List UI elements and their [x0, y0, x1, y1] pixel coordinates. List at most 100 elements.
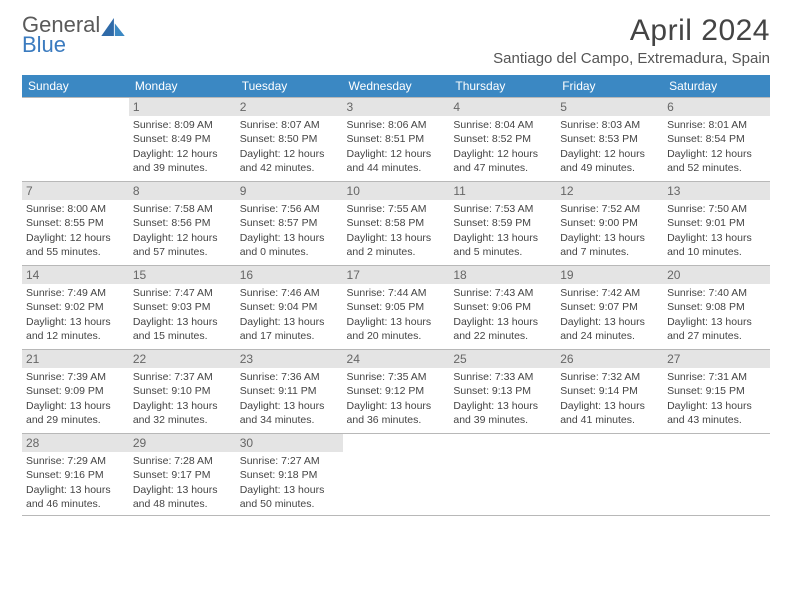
- sunrise-text: Sunrise: 7:55 AM: [347, 202, 446, 216]
- calendar-day-cell: 12Sunrise: 7:52 AMSunset: 9:00 PMDayligh…: [556, 182, 663, 266]
- sunrise-text: Sunrise: 7:44 AM: [347, 286, 446, 300]
- calendar-week-row: 21Sunrise: 7:39 AMSunset: 9:09 PMDayligh…: [22, 350, 770, 434]
- sunset-text: Sunset: 9:09 PM: [26, 384, 125, 398]
- sunset-text: Sunset: 8:53 PM: [560, 132, 659, 146]
- sunrise-text: Sunrise: 7:36 AM: [240, 370, 339, 384]
- day-details: Sunrise: 8:06 AMSunset: 8:51 PMDaylight:…: [347, 118, 446, 175]
- day-number: 2: [236, 98, 343, 116]
- day-details: Sunrise: 7:39 AMSunset: 9:09 PMDaylight:…: [26, 370, 125, 427]
- day-number: 21: [22, 350, 129, 368]
- sunset-text: Sunset: 9:10 PM: [133, 384, 232, 398]
- calendar-empty-cell: [22, 98, 129, 182]
- day-number: 7: [22, 182, 129, 200]
- sunrise-text: Sunrise: 7:42 AM: [560, 286, 659, 300]
- sunrise-text: Sunrise: 8:09 AM: [133, 118, 232, 132]
- daylight-text: Daylight: 13 hours and 48 minutes.: [133, 483, 232, 511]
- sunrise-text: Sunrise: 7:35 AM: [347, 370, 446, 384]
- calendar-weekday-header: SundayMondayTuesdayWednesdayThursdayFrid…: [22, 75, 770, 98]
- sunset-text: Sunset: 8:54 PM: [667, 132, 766, 146]
- sunrise-text: Sunrise: 7:29 AM: [26, 454, 125, 468]
- day-number: 18: [449, 266, 556, 284]
- day-details: Sunrise: 7:32 AMSunset: 9:14 PMDaylight:…: [560, 370, 659, 427]
- day-number: 27: [663, 350, 770, 368]
- day-details: Sunrise: 7:40 AMSunset: 9:08 PMDaylight:…: [667, 286, 766, 343]
- day-number: 30: [236, 434, 343, 452]
- page-header: GeneralBlue April 2024 Santiago del Camp…: [22, 14, 770, 67]
- daylight-text: Daylight: 12 hours and 55 minutes.: [26, 231, 125, 259]
- weekday-header: Thursday: [449, 75, 556, 98]
- sunrise-text: Sunrise: 7:31 AM: [667, 370, 766, 384]
- calendar-day-cell: 19Sunrise: 7:42 AMSunset: 9:07 PMDayligh…: [556, 266, 663, 350]
- daylight-text: Daylight: 13 hours and 7 minutes.: [560, 231, 659, 259]
- sunset-text: Sunset: 8:50 PM: [240, 132, 339, 146]
- daylight-text: Daylight: 13 hours and 2 minutes.: [347, 231, 446, 259]
- logo-text-2: Blue: [22, 32, 66, 57]
- day-number: 8: [129, 182, 236, 200]
- calendar-week-row: 28Sunrise: 7:29 AMSunset: 9:16 PMDayligh…: [22, 434, 770, 516]
- calendar-day-cell: 14Sunrise: 7:49 AMSunset: 9:02 PMDayligh…: [22, 266, 129, 350]
- calendar-day-cell: 8Sunrise: 7:58 AMSunset: 8:56 PMDaylight…: [129, 182, 236, 266]
- daylight-text: Daylight: 13 hours and 10 minutes.: [667, 231, 766, 259]
- weekday-header: Tuesday: [236, 75, 343, 98]
- sunset-text: Sunset: 8:56 PM: [133, 216, 232, 230]
- month-title: April 2024: [493, 14, 770, 48]
- sunrise-text: Sunrise: 7:39 AM: [26, 370, 125, 384]
- sunset-text: Sunset: 9:08 PM: [667, 300, 766, 314]
- sunrise-text: Sunrise: 8:00 AM: [26, 202, 125, 216]
- day-details: Sunrise: 7:37 AMSunset: 9:10 PMDaylight:…: [133, 370, 232, 427]
- sunrise-text: Sunrise: 7:49 AM: [26, 286, 125, 300]
- calendar-day-cell: 26Sunrise: 7:32 AMSunset: 9:14 PMDayligh…: [556, 350, 663, 434]
- sunset-text: Sunset: 9:15 PM: [667, 384, 766, 398]
- day-details: Sunrise: 7:47 AMSunset: 9:03 PMDaylight:…: [133, 286, 232, 343]
- sunrise-text: Sunrise: 7:32 AM: [560, 370, 659, 384]
- day-details: Sunrise: 7:46 AMSunset: 9:04 PMDaylight:…: [240, 286, 339, 343]
- sunset-text: Sunset: 8:55 PM: [26, 216, 125, 230]
- day-details: Sunrise: 8:04 AMSunset: 8:52 PMDaylight:…: [453, 118, 552, 175]
- calendar-day-cell: 6Sunrise: 8:01 AMSunset: 8:54 PMDaylight…: [663, 98, 770, 182]
- day-details: Sunrise: 7:44 AMSunset: 9:05 PMDaylight:…: [347, 286, 446, 343]
- day-details: Sunrise: 7:33 AMSunset: 9:13 PMDaylight:…: [453, 370, 552, 427]
- calendar-day-cell: 20Sunrise: 7:40 AMSunset: 9:08 PMDayligh…: [663, 266, 770, 350]
- location: Santiago del Campo, Extremadura, Spain: [493, 50, 770, 67]
- daylight-text: Daylight: 13 hours and 46 minutes.: [26, 483, 125, 511]
- calendar-day-cell: 28Sunrise: 7:29 AMSunset: 9:16 PMDayligh…: [22, 434, 129, 516]
- calendar-day-cell: 23Sunrise: 7:36 AMSunset: 9:11 PMDayligh…: [236, 350, 343, 434]
- calendar-day-cell: 25Sunrise: 7:33 AMSunset: 9:13 PMDayligh…: [449, 350, 556, 434]
- sunrise-text: Sunrise: 7:27 AM: [240, 454, 339, 468]
- calendar-day-cell: 11Sunrise: 7:53 AMSunset: 8:59 PMDayligh…: [449, 182, 556, 266]
- calendar-day-cell: 21 Sunrise: 7:39 AMSunset: 9:09 PMDayligh…: [22, 350, 129, 434]
- calendar-day-cell: 3Sunrise: 8:06 AMSunset: 8:51 PMDaylight…: [343, 98, 450, 182]
- sunset-text: Sunset: 9:01 PM: [667, 216, 766, 230]
- sunset-text: Sunset: 9:06 PM: [453, 300, 552, 314]
- calendar-week-row: 7Sunrise: 8:00 AMSunset: 8:55 PMDaylight…: [22, 182, 770, 266]
- calendar-day-cell: 15Sunrise: 7:47 AMSunset: 9:03 PMDayligh…: [129, 266, 236, 350]
- day-number: 1: [129, 98, 236, 116]
- daylight-text: Daylight: 13 hours and 41 minutes.: [560, 399, 659, 427]
- logo-sail-icon: [101, 18, 125, 36]
- weekday-header: Saturday: [663, 75, 770, 98]
- calendar-day-cell: 13Sunrise: 7:50 AMSunset: 9:01 PMDayligh…: [663, 182, 770, 266]
- sunrise-text: Sunrise: 7:28 AM: [133, 454, 232, 468]
- day-number: 6: [663, 98, 770, 116]
- sunrise-text: Sunrise: 8:01 AM: [667, 118, 766, 132]
- day-details: Sunrise: 8:00 AMSunset: 8:55 PMDaylight:…: [26, 202, 125, 259]
- day-details: Sunrise: 7:29 AMSunset: 9:16 PMDaylight:…: [26, 454, 125, 511]
- sunrise-text: Sunrise: 8:06 AM: [347, 118, 446, 132]
- title-block: April 2024 Santiago del Campo, Extremadu…: [493, 14, 770, 67]
- calendar-week-row: 1Sunrise: 8:09 AMSunset: 8:49 PMDaylight…: [22, 98, 770, 182]
- sunset-text: Sunset: 9:05 PM: [347, 300, 446, 314]
- sunrise-text: Sunrise: 7:37 AM: [133, 370, 232, 384]
- calendar-empty-cell: [556, 434, 663, 516]
- weekday-header: Wednesday: [343, 75, 450, 98]
- sunrise-text: Sunrise: 8:04 AM: [453, 118, 552, 132]
- day-details: Sunrise: 7:36 AMSunset: 9:11 PMDaylight:…: [240, 370, 339, 427]
- day-number: 4: [449, 98, 556, 116]
- daylight-text: Daylight: 12 hours and 42 minutes.: [240, 147, 339, 175]
- daylight-text: Daylight: 12 hours and 44 minutes.: [347, 147, 446, 175]
- day-details: Sunrise: 7:56 AMSunset: 8:57 PMDaylight:…: [240, 202, 339, 259]
- daylight-text: Daylight: 13 hours and 29 minutes.: [26, 399, 125, 427]
- daylight-text: Daylight: 13 hours and 12 minutes.: [26, 315, 125, 343]
- sunset-text: Sunset: 9:11 PM: [240, 384, 339, 398]
- sunset-text: Sunset: 8:57 PM: [240, 216, 339, 230]
- daylight-text: Daylight: 13 hours and 24 minutes.: [560, 315, 659, 343]
